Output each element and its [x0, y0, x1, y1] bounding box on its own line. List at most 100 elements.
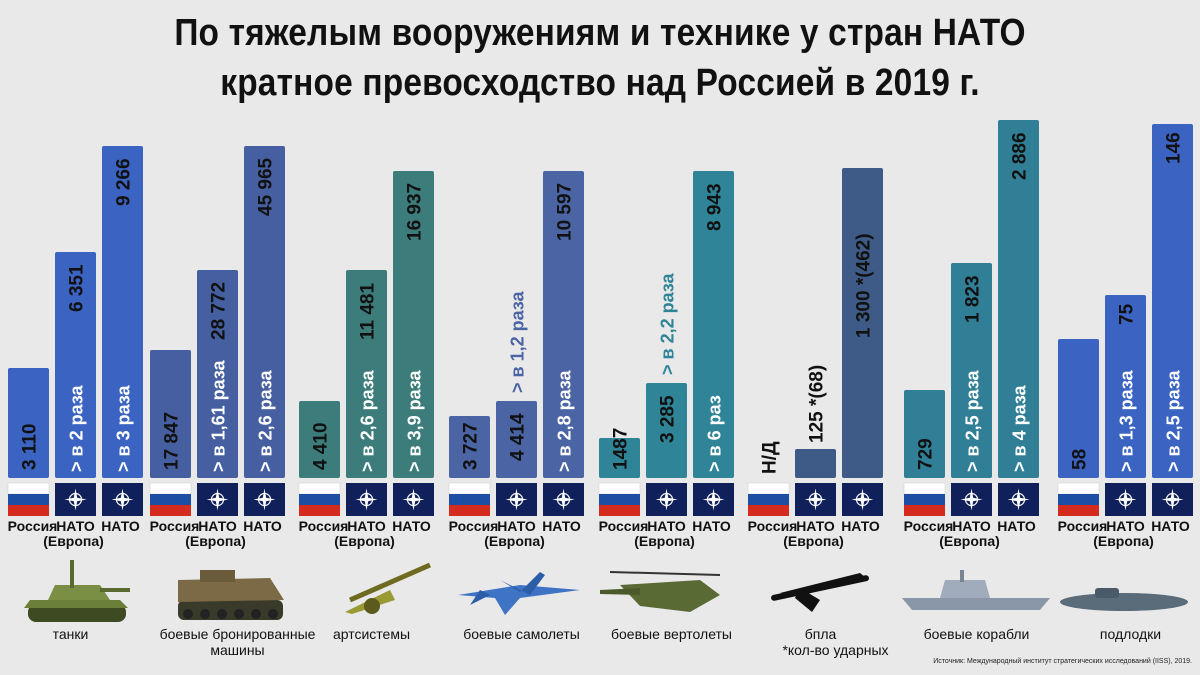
nato-flag-icon	[998, 483, 1039, 516]
bar	[904, 390, 945, 478]
nato-flag-icon	[543, 483, 584, 516]
bar-group: 1487 3 285 > в 2,2 раза 8 943 > в 6 раз Росси…	[599, 171, 734, 642]
value-label: 11 481	[358, 283, 379, 340]
ratio-label: > в 2,5 раза	[963, 369, 983, 472]
ratio-label: > в 2 раза	[67, 384, 87, 472]
chart-title-line1: По тяжелым вооружениям и технике у стран…	[174, 12, 1026, 54]
value-label: 17 847	[162, 412, 183, 470]
category-label: боевые вертолеты	[611, 626, 732, 642]
value-label: 4 414	[508, 413, 529, 461]
value-label: 8 943	[705, 183, 726, 231]
russia-flag-icon	[149, 482, 192, 516]
artillery-icon	[345, 562, 432, 614]
value-label: 45 965	[256, 157, 277, 216]
category-label: артсистемы	[333, 626, 410, 642]
nato-flag-icon	[346, 483, 387, 516]
value-label: 125 *(68)	[807, 365, 828, 443]
country-label: НАТО	[1106, 518, 1145, 534]
value-label: 729	[916, 438, 937, 470]
nato-flag-icon	[102, 483, 143, 516]
bar	[842, 168, 883, 478]
country-label: Россия	[150, 518, 200, 534]
bar	[599, 438, 640, 478]
category-label: бпла	[805, 626, 837, 642]
ratio-label: > в 2,8 раза	[555, 369, 575, 472]
ratio-label: > в 2,6 раза	[358, 369, 378, 472]
warship-icon	[902, 570, 1050, 610]
nato-flag-icon	[393, 483, 434, 516]
country-label: Россия	[599, 518, 649, 534]
category-label: боевые бронированные	[160, 626, 316, 642]
nato-flag-icon	[795, 483, 836, 516]
value-label: 10 597	[555, 183, 576, 241]
ifv-icon	[178, 570, 284, 620]
country-label: НАТО	[841, 518, 880, 534]
nato-flag-icon	[842, 483, 883, 516]
bar	[543, 171, 584, 478]
country-label-sub: (Европа)	[185, 533, 246, 549]
nato-flag-icon	[197, 483, 238, 516]
submarine-icon	[1060, 588, 1188, 611]
country-label: НАТО	[542, 518, 581, 534]
value-label: 1 823	[963, 275, 984, 323]
value-label: 1 300 *(462)	[854, 233, 875, 338]
bar	[346, 270, 387, 478]
ratio-label: > в 1,3 раза	[1117, 369, 1137, 472]
nato-flag-icon	[646, 483, 687, 516]
category-label: машины	[210, 642, 264, 658]
nato-flag-icon	[1152, 483, 1193, 516]
fighter-jet-icon	[458, 572, 580, 615]
russia-flag-icon	[903, 482, 946, 516]
bar	[1058, 339, 1099, 478]
bar-group: 17 847 28 772 > в 1,61 раза 45 965 > в 2,6 р…	[150, 146, 316, 658]
country-label-sub: (Европа)	[334, 533, 395, 549]
country-label-sub: (Европа)	[939, 533, 1000, 549]
country-label: Россия	[299, 518, 349, 534]
value-label: 1487	[611, 428, 632, 470]
ratio-label: > в 2,6 раза	[256, 369, 276, 472]
bar	[244, 146, 285, 478]
bar	[393, 171, 434, 478]
ratio-label: > в 3,9 раза	[405, 369, 425, 472]
country-label: НАТО	[243, 518, 282, 534]
bar	[150, 350, 191, 478]
value-label: 146	[1164, 132, 1185, 164]
value-label: 6 351	[67, 264, 88, 312]
country-label: НАТО	[198, 518, 237, 534]
bar	[299, 401, 340, 478]
category-label: боевые самолеты	[463, 626, 580, 642]
value-label: Н/Д	[760, 441, 781, 474]
category-label: танки	[53, 626, 89, 642]
country-label: НАТО	[647, 518, 686, 534]
country-label-sub: (Европа)	[484, 533, 545, 549]
bar	[1105, 295, 1146, 478]
tank-icon	[24, 560, 130, 622]
value-label: 58	[1070, 449, 1091, 470]
nato-flag-icon	[1105, 483, 1146, 516]
bar	[951, 263, 992, 478]
russia-flag-icon	[747, 482, 790, 516]
country-label: НАТО	[347, 518, 386, 534]
country-label: НАТО	[692, 518, 731, 534]
nato-flag-icon	[693, 483, 734, 516]
bar-group: 4 410 11 481 > в 2,6 раза 16 937 > в 3,9 раз…	[299, 171, 434, 642]
category-label: подлодки	[1100, 626, 1161, 642]
nato-flag-icon	[244, 483, 285, 516]
helicopter-icon	[600, 571, 721, 612]
value-label: 9 266	[114, 158, 135, 206]
country-label-sub: (Европа)	[1093, 533, 1154, 549]
country-label: Россия	[1058, 518, 1108, 534]
value-label: 3 727	[461, 422, 482, 470]
country-label: НАТО	[796, 518, 835, 534]
ratio-label: > в 3 раза	[114, 384, 134, 472]
bar-group: 729 1 823 > в 2,5 раза 2 886 > в 4 раза Росси…	[904, 120, 1039, 642]
country-label: НАТО	[952, 518, 991, 534]
country-label: Россия	[449, 518, 499, 534]
country-label: НАТО	[392, 518, 431, 534]
country-label: Россия	[748, 518, 798, 534]
bar	[102, 146, 143, 478]
bar	[998, 120, 1039, 478]
nato-flag-icon	[55, 483, 96, 516]
